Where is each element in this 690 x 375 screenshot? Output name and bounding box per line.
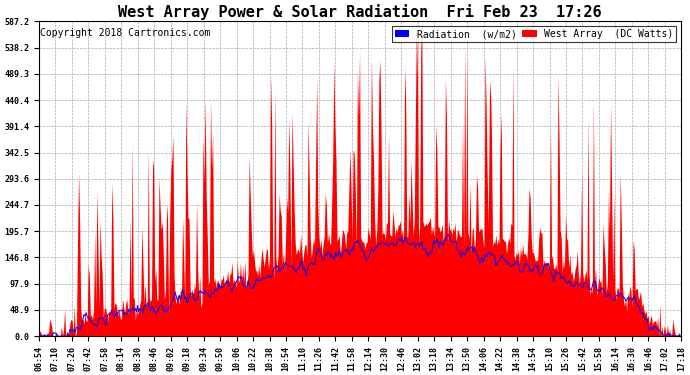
Legend: Radiation  (w/m2), West Array  (DC Watts): Radiation (w/m2), West Array (DC Watts)	[392, 26, 676, 42]
Text: Copyright 2018 Cartronics.com: Copyright 2018 Cartronics.com	[39, 28, 210, 38]
Title: West Array Power & Solar Radiation  Fri Feb 23  17:26: West Array Power & Solar Radiation Fri F…	[118, 4, 602, 20]
